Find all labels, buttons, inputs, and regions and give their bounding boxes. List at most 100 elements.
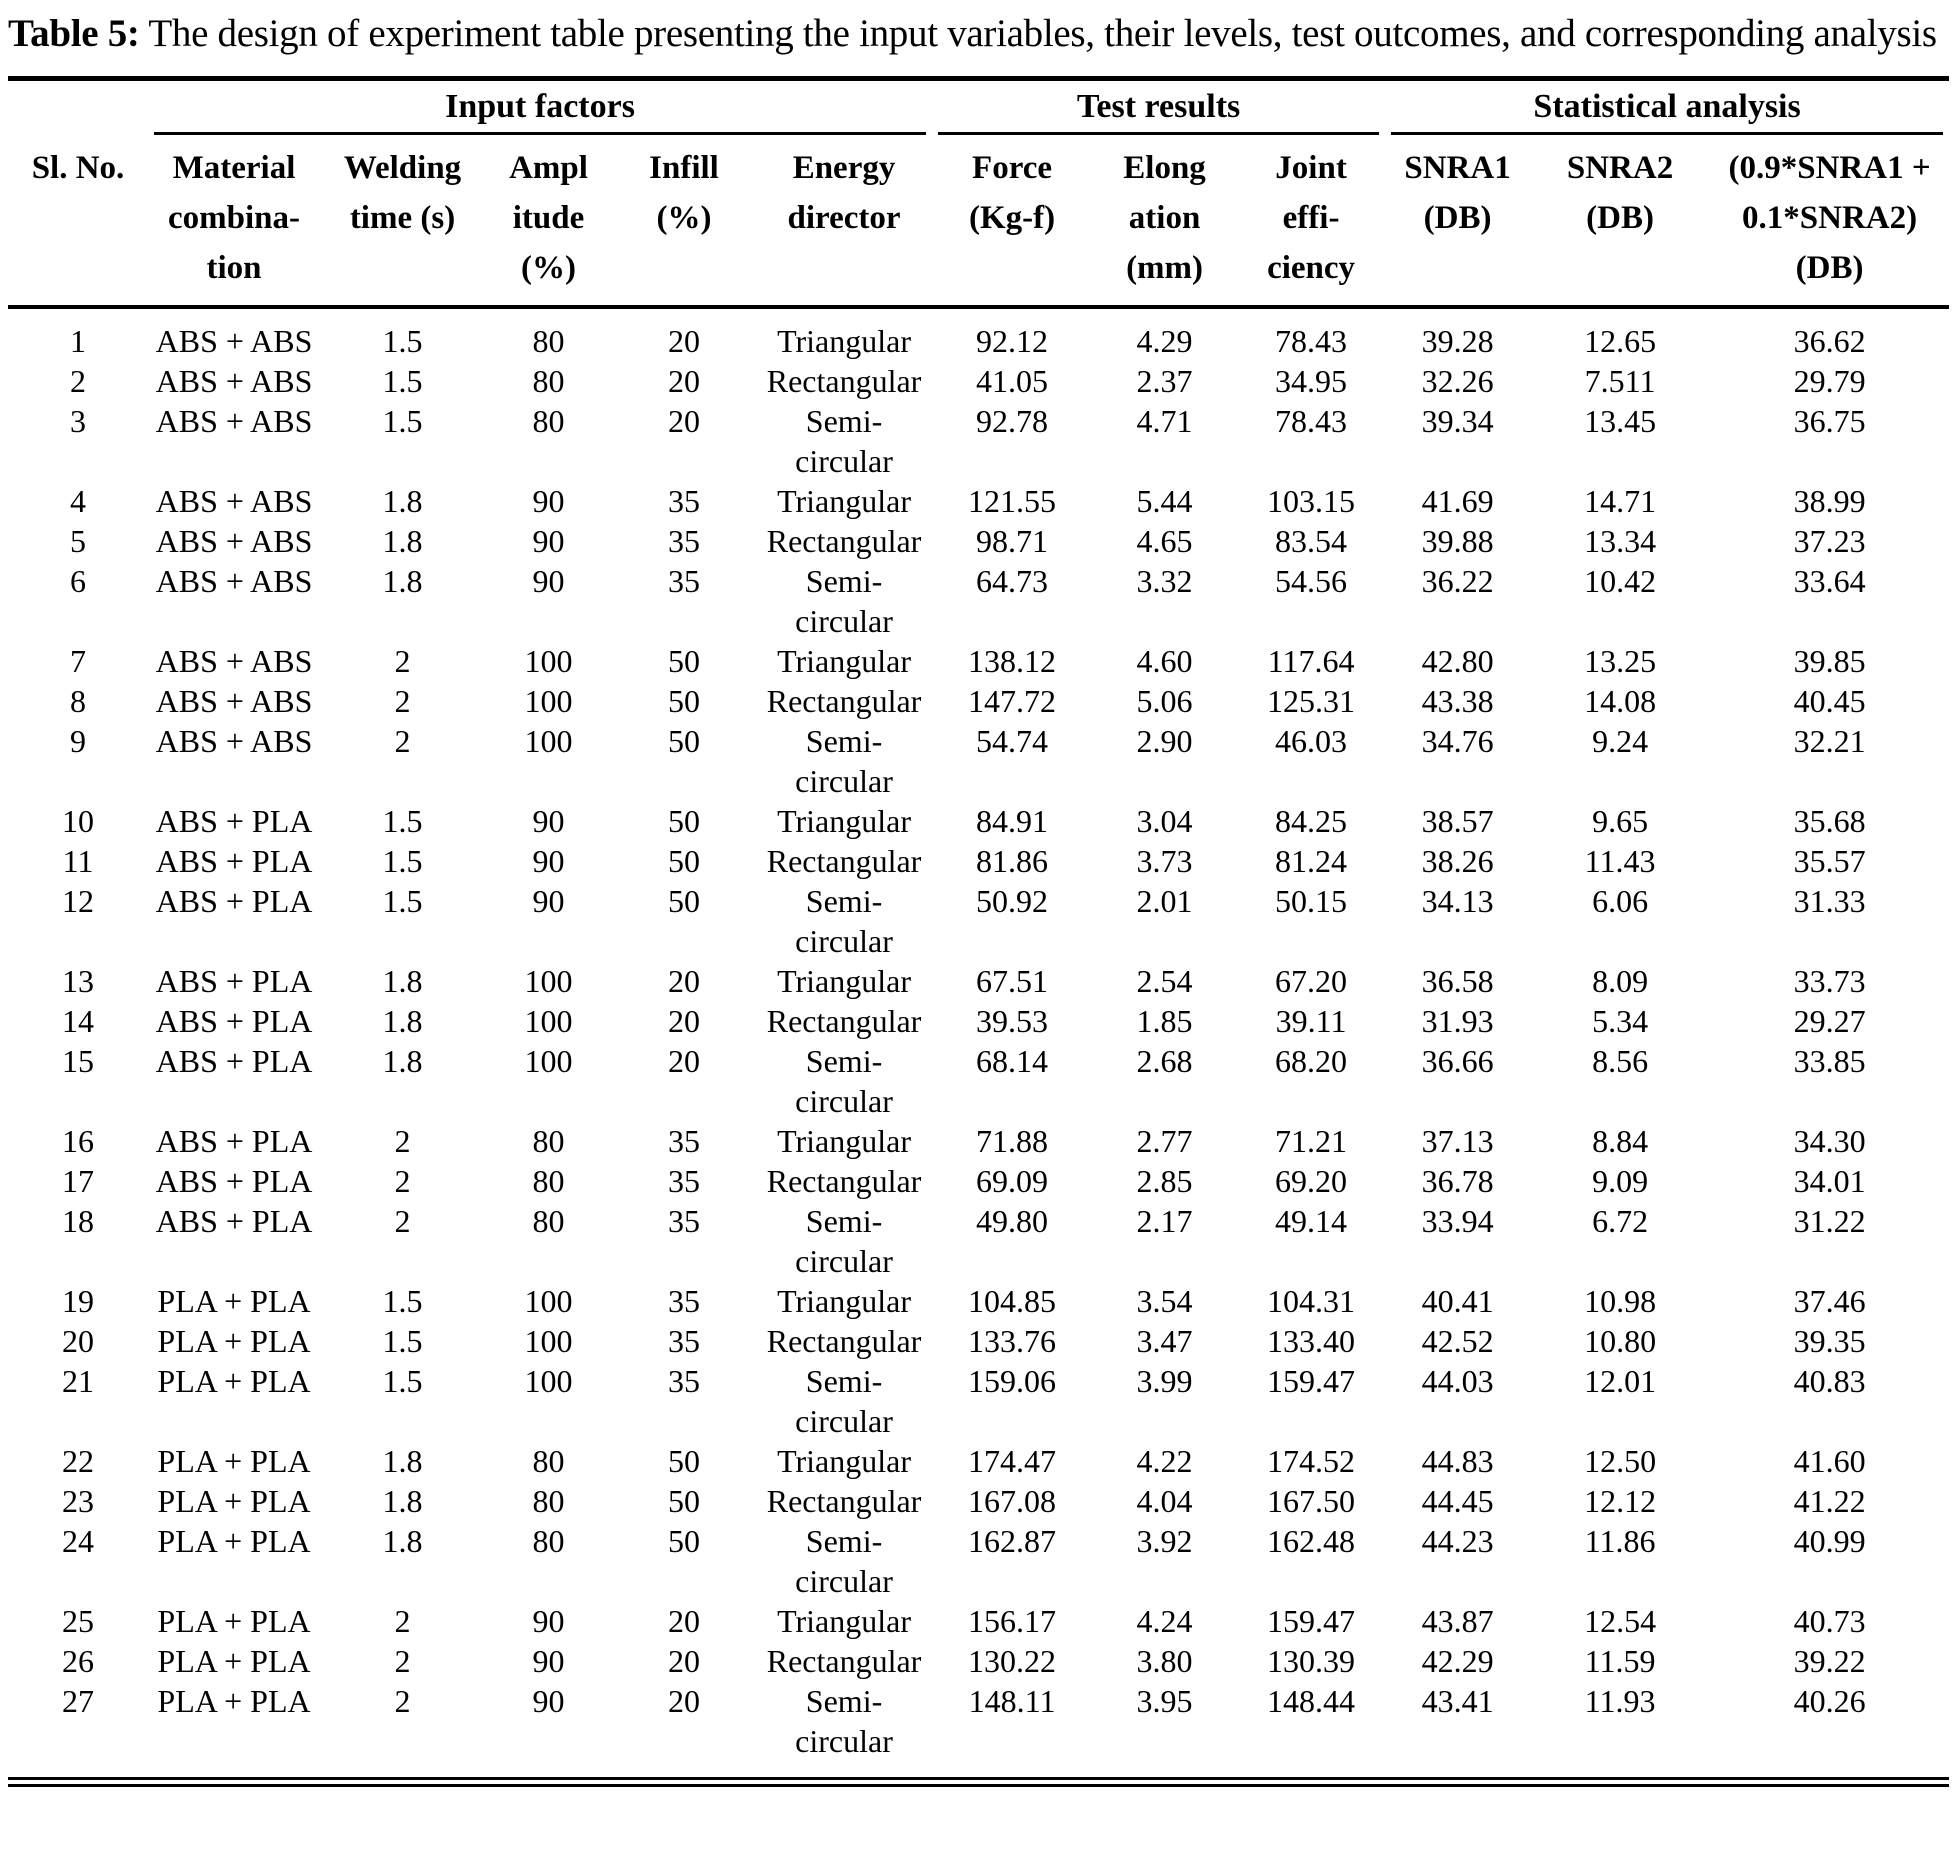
cell-snra2: 12.01 <box>1530 1361 1710 1441</box>
cell-snra1: 36.58 <box>1385 961 1530 1001</box>
cell-amplitude: 80 <box>485 307 612 361</box>
cell-value: 40.83 <box>1793 1363 1866 1399</box>
cell-sl-no: 4 <box>8 481 148 521</box>
cell-value: PLA + PLA <box>157 1643 311 1679</box>
cell-value: 11.59 <box>1584 1643 1656 1679</box>
cell-value: 21 <box>62 1363 94 1399</box>
cell-infill: 50 <box>612 801 756 841</box>
cell-amplitude: 100 <box>485 1361 612 1441</box>
cell-value: Triangular <box>777 1283 911 1319</box>
cell-value: 64.73 <box>976 563 1049 599</box>
cell-energy: Rectangular <box>756 361 932 401</box>
cell-value: 35 <box>668 1123 700 1159</box>
cell-value: 33.85 <box>1793 1043 1866 1079</box>
cell-value: 3.80 <box>1136 1643 1193 1679</box>
cell-welding-time: 1.5 <box>320 841 485 881</box>
cell-value: 39.28 <box>1421 323 1494 359</box>
cell-sl-no: 13 <box>8 961 148 1001</box>
cell-value: 35 <box>668 483 700 519</box>
cell-value: 2.37 <box>1136 363 1193 399</box>
cell-value: 39.35 <box>1793 1323 1866 1359</box>
cell-joint-efficiency: 67.20 <box>1237 961 1385 1001</box>
cell-value: ABS + ABS <box>155 363 313 399</box>
cell-snra2: 13.34 <box>1530 521 1710 561</box>
cell-value: 6.72 <box>1592 1203 1649 1239</box>
cell-value: 4.04 <box>1136 1483 1193 1519</box>
cell-value: 35 <box>668 563 700 599</box>
cell-value: 162.87 <box>968 1523 1057 1559</box>
cell-energy: Triangular <box>756 961 932 1001</box>
cell-welding-time: 2 <box>320 1121 485 1161</box>
cell-infill: 20 <box>612 401 756 481</box>
cell-force: 130.22 <box>932 1641 1092 1681</box>
group-header-input-factors: Input factors <box>148 79 932 135</box>
column-header-snra2: SNRA2 (DB) <box>1530 135 1711 309</box>
cell-weighted-snra: 39.22 <box>1710 1641 1949 1681</box>
cell-force: 138.12 <box>932 641 1092 681</box>
cell-value: 10.80 <box>1584 1323 1657 1359</box>
cell-material-combination: PLA + PLA <box>148 1601 320 1641</box>
cell-value: 32.21 <box>1793 723 1866 759</box>
cell-value: 19 <box>62 1283 94 1319</box>
table-row: 6 ABS + ABS 1.8 90 35 Semi-circular 64.73 3.32 5… <box>8 561 1949 641</box>
cell-value: 6 <box>70 563 86 599</box>
cell-infill: 20 <box>612 361 756 401</box>
cell-value: 37.13 <box>1421 1123 1494 1159</box>
cell-value: ABS + PLA <box>155 1163 313 1199</box>
cell-value: 1.5 <box>382 1283 423 1319</box>
cell-value: 2.17 <box>1136 1203 1193 1239</box>
cell-joint-efficiency: 117.64 <box>1237 641 1385 681</box>
cell-value: 12.01 <box>1584 1363 1657 1399</box>
cell-snra2: 12.65 <box>1530 307 1710 361</box>
cell-infill: 20 <box>612 1681 756 1782</box>
cell-infill: 20 <box>612 1601 756 1641</box>
cell-infill: 35 <box>612 1361 756 1441</box>
cell-material-combination: PLA + PLA <box>148 1281 320 1321</box>
cell-elongation: 2.01 <box>1092 881 1237 961</box>
cell-value: 54.56 <box>1275 563 1348 599</box>
cell-weighted-snra: 32.21 <box>1710 721 1949 801</box>
cell-joint-efficiency: 125.31 <box>1237 681 1385 721</box>
cell-material-combination: ABS + ABS <box>148 721 320 801</box>
cell-elongation: 5.44 <box>1092 481 1237 521</box>
group-header-row: Input factors Test results Statistical ana… <box>8 79 1949 135</box>
cell-value: 36.66 <box>1421 1043 1494 1079</box>
cell-value: 46.03 <box>1275 723 1348 759</box>
cell-value: 90 <box>532 1643 565 1679</box>
cell-value: 36.78 <box>1421 1163 1494 1199</box>
cell-joint-efficiency: 69.20 <box>1237 1161 1385 1201</box>
cell-value: PLA + PLA <box>157 1283 311 1319</box>
cell-welding-time: 1.8 <box>320 1521 485 1601</box>
cell-energy: Semi-circular <box>756 1201 932 1281</box>
cell-infill: 35 <box>612 481 756 521</box>
cell-value: 174.47 <box>968 1443 1057 1479</box>
doe-table: Input factors Test results Statistical ana… <box>8 76 1950 1787</box>
cell-value: 100 <box>524 643 573 679</box>
cell-joint-efficiency: 133.40 <box>1237 1321 1385 1361</box>
cell-joint-efficiency: 159.47 <box>1237 1361 1385 1441</box>
cell-snra1: 36.22 <box>1385 561 1530 641</box>
cell-value: ABS + ABS <box>155 403 313 439</box>
table-row: 15 ABS + PLA 1.8 100 20 Semi-circular 68.14 2.6… <box>8 1041 1949 1121</box>
cell-energy: Triangular <box>756 1441 932 1481</box>
cell-value: 2 <box>394 1643 411 1679</box>
cell-value: Rectangular <box>766 1163 922 1199</box>
cell-sl-no: 23 <box>8 1481 148 1521</box>
cell-snra2: 12.54 <box>1530 1601 1710 1641</box>
cell-value: 90 <box>532 883 565 919</box>
cell-value: 81.86 <box>976 843 1049 879</box>
cell-infill: 20 <box>612 1041 756 1121</box>
cell-snra1: 33.94 <box>1385 1201 1530 1281</box>
cell-force: 92.78 <box>932 401 1092 481</box>
cell-value: 130.22 <box>968 1643 1057 1679</box>
cell-value: 159.47 <box>1267 1363 1356 1399</box>
cell-weighted-snra: 38.99 <box>1710 481 1949 521</box>
cell-elongation: 4.71 <box>1092 401 1237 481</box>
cell-material-combination: ABS + ABS <box>148 641 320 681</box>
cell-snra2: 8.56 <box>1530 1041 1710 1121</box>
cell-snra1: 41.69 <box>1385 481 1530 521</box>
cell-weighted-snra: 31.33 <box>1710 881 1949 961</box>
cell-force: 39.53 <box>932 1001 1092 1041</box>
cell-energy: Semi-circular <box>756 881 932 961</box>
cell-force: 121.55 <box>932 481 1092 521</box>
